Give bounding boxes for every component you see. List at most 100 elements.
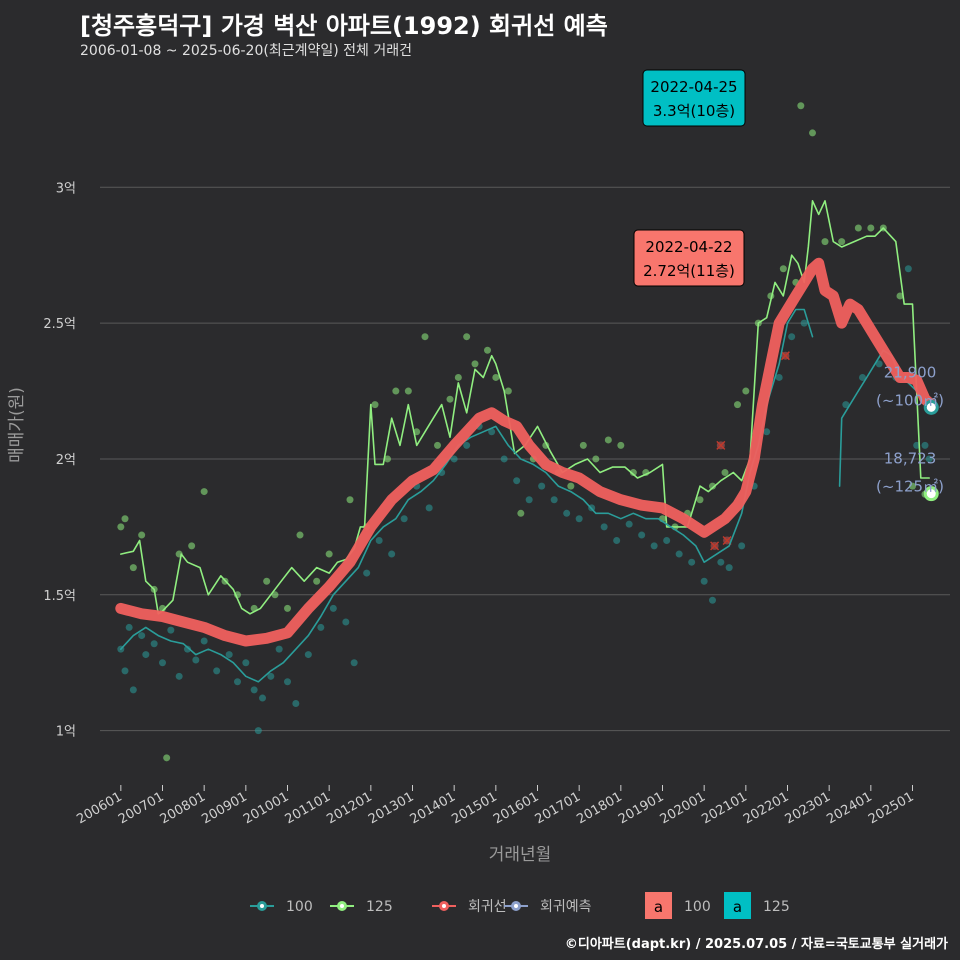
scatter-point-125 xyxy=(604,436,612,444)
legend-box-glyph: a xyxy=(733,898,742,916)
x-tick-label: 202101 xyxy=(699,789,749,827)
legend: 100 125 회귀선 회귀예측 a 100 a 125 xyxy=(250,892,790,919)
scatter-point-100 xyxy=(234,678,241,686)
scatter-point-125 xyxy=(742,387,750,395)
scatter-point-100 xyxy=(167,626,175,634)
scatter-point-125 xyxy=(854,224,862,232)
scatter-point-100 xyxy=(425,504,433,512)
scatter-point-100 xyxy=(400,515,408,523)
scatter-point-125 xyxy=(346,496,354,504)
x-tick-label: 202001 xyxy=(658,789,708,827)
x-tick-label: 202301 xyxy=(783,789,833,827)
end-point-125 xyxy=(923,486,939,502)
series-line-회귀선 xyxy=(115,257,937,647)
scatter-point-100 xyxy=(575,515,583,523)
scatter-point-100 xyxy=(700,577,708,585)
scatter-point-125 xyxy=(629,469,637,477)
scatter-point-100 xyxy=(613,536,621,544)
scatter-point-100 xyxy=(342,618,350,626)
scatter-point-100 xyxy=(550,496,558,504)
scatter-point-100 xyxy=(138,632,146,640)
scatter-point-125 xyxy=(200,488,208,496)
scatter-point-100 xyxy=(225,651,233,659)
scatter-point-100 xyxy=(717,558,725,566)
scatter-point-125 xyxy=(188,542,196,550)
scatter-point-100 xyxy=(488,428,496,436)
series-line-125 xyxy=(120,200,930,615)
x-tick-label: 201801 xyxy=(574,789,624,827)
y-tick-label: 2.5억 xyxy=(43,317,76,332)
scatter-point-100 xyxy=(625,520,633,528)
x-tick-label: 200601 xyxy=(74,789,124,827)
x-tick-label: 200901 xyxy=(199,789,249,827)
end-area-label: (~125㎡) xyxy=(876,478,944,496)
scatter-point-100 xyxy=(725,564,733,572)
scatter-point-100 xyxy=(463,441,471,449)
scatter-point-125 xyxy=(371,401,379,409)
scatter-point-125 xyxy=(121,515,129,523)
annotation-box-125 xyxy=(642,69,746,127)
scatter-point-125 xyxy=(313,577,321,585)
scatter-layer xyxy=(117,102,933,762)
scatter-point-100 xyxy=(500,455,508,463)
scatter-point-100 xyxy=(563,509,571,517)
scatter-point-125 xyxy=(504,387,512,395)
legend-box-swatch xyxy=(645,892,672,919)
scatter-point-100 xyxy=(184,645,191,653)
scatter-point-125 xyxy=(421,333,429,341)
scatter-point-125 xyxy=(492,373,500,381)
scatter-point-125 xyxy=(617,441,625,449)
scatter-point-100 xyxy=(513,477,521,485)
scatter-point-100 xyxy=(192,656,200,664)
scatter-point-125 xyxy=(296,531,304,539)
scatter-point-125 xyxy=(696,496,704,504)
scatter-point-125 xyxy=(454,373,462,381)
scatter-point-125 xyxy=(867,224,875,232)
scatter-point-100 xyxy=(525,496,533,504)
source-caption: ©디아파트(dapt.kr) / 2025.07.05 / 자료=국토교통부 실… xyxy=(564,937,948,952)
scatter-point-100 xyxy=(921,441,929,449)
scatter-point-125 xyxy=(117,523,125,531)
lines-layer xyxy=(115,200,937,683)
scatter-point-125 xyxy=(384,455,391,463)
scatter-point-125 xyxy=(567,482,575,490)
scatter-point-100 xyxy=(213,667,221,675)
scatter-point-100 xyxy=(254,727,262,735)
scatter-point-100 xyxy=(375,536,383,544)
scatter-point-125 xyxy=(392,387,400,395)
scatter-point-100 xyxy=(129,686,137,694)
scatter-point-125 xyxy=(284,604,291,612)
x-tick-label: 200701 xyxy=(116,789,166,827)
scatter-point-100 xyxy=(925,455,933,463)
x-tick-label: 202401 xyxy=(824,789,874,827)
scatter-point-100 xyxy=(284,678,291,686)
scatter-point-100 xyxy=(800,319,808,327)
annotation-price: 2.72억(11층) xyxy=(643,262,735,280)
x-tick-label: 201201 xyxy=(324,789,374,827)
cancelled-mark xyxy=(716,440,726,450)
legend-label: 125 xyxy=(366,899,393,915)
cancelled-mark xyxy=(780,351,790,361)
scatter-point-100 xyxy=(259,694,266,702)
scatter-point-125 xyxy=(163,754,171,762)
legend-box-glyph: a xyxy=(654,898,663,916)
scatter-point-100 xyxy=(663,536,671,544)
legend-label: 100 xyxy=(286,899,313,915)
scatter-point-125 xyxy=(721,469,729,477)
scatter-point-100 xyxy=(650,542,658,550)
end-value-label: 21,900 xyxy=(884,363,937,381)
end-points: 21,900 (~100㎡) 18,723 (~125㎡) xyxy=(876,363,944,502)
legend-key-dot-center xyxy=(260,904,264,908)
y-axis-title: 매매가(원) xyxy=(7,387,27,463)
scatter-point-125 xyxy=(325,550,333,558)
scatter-point-125 xyxy=(809,129,816,137)
scatter-point-100 xyxy=(709,596,716,604)
scatter-point-100 xyxy=(859,373,866,381)
x-tick-label: 201601 xyxy=(491,789,541,827)
scatter-point-125 xyxy=(797,102,805,110)
scatter-point-100 xyxy=(788,333,796,341)
scatter-point-125 xyxy=(434,441,441,449)
scatter-point-125 xyxy=(579,441,587,449)
legend-label: 회귀예측 xyxy=(540,899,592,915)
